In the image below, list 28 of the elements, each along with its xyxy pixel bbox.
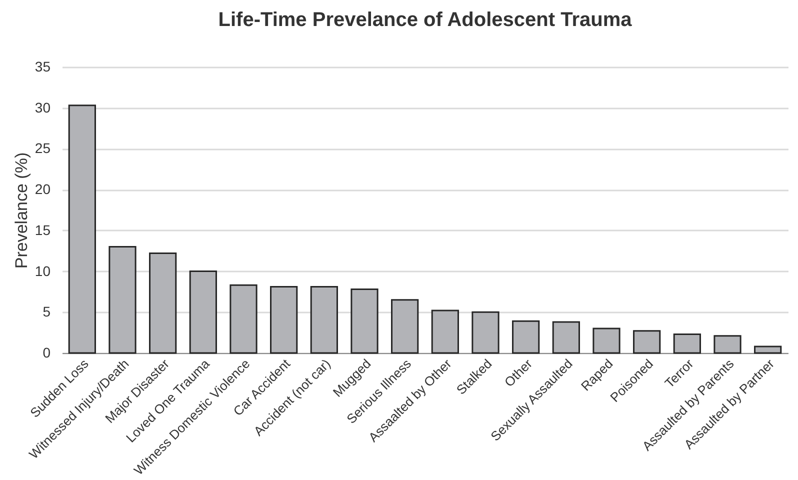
bar [310, 286, 338, 354]
y-tick-label: 30 [34, 99, 51, 116]
y-tick-label: 25 [34, 140, 51, 156]
bar [270, 286, 298, 354]
bar [754, 346, 782, 354]
bar [350, 288, 378, 354]
y-tick-label: 5 [42, 304, 51, 320]
bar [673, 333, 701, 354]
y-tick-label: 15 [34, 222, 51, 238]
bar [149, 252, 177, 354]
chart-title: Life-Time Prevelance of Adolescent Trauma [218, 9, 633, 31]
bar [512, 320, 540, 354]
bar [472, 311, 500, 354]
bar [230, 284, 258, 354]
y-axis-title: Prevelance (%) [12, 152, 31, 269]
bar [108, 246, 136, 354]
bar [391, 299, 419, 354]
bar [431, 310, 459, 354]
y-tick-label: 10 [34, 262, 51, 279]
bar [189, 270, 217, 354]
y-tick-label: 35 [34, 58, 51, 74]
bar [68, 104, 96, 354]
y-tick-label: 0 [42, 344, 51, 360]
bar [714, 335, 742, 354]
bar [633, 330, 661, 354]
y-tick-label: 20 [34, 181, 51, 198]
bar [592, 328, 620, 354]
bar [552, 321, 580, 354]
